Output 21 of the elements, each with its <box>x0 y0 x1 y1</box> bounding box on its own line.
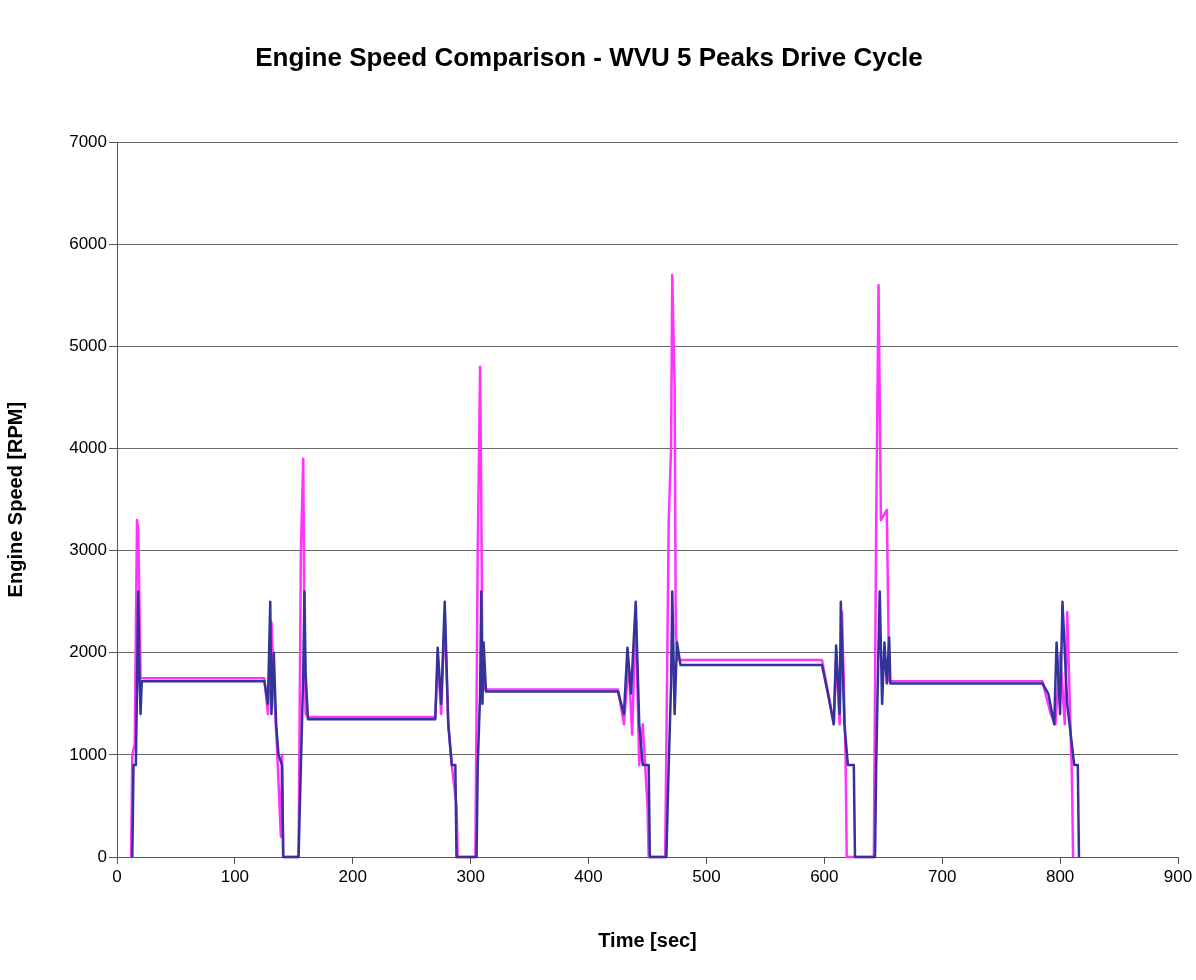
y-tick-label: 4000 <box>69 438 107 458</box>
chart-title: Engine Speed Comparison - WVU 5 Peaks Drive Cycle <box>255 41 923 72</box>
x-tick-label: 100 <box>220 866 250 886</box>
y-tick-label: 7000 <box>69 131 107 151</box>
y-axis-title: Engine Speed [RPM] <box>3 401 26 598</box>
x-tick-label: 700 <box>928 866 957 886</box>
x-axis-title: Time [sec] <box>598 928 697 951</box>
x-tick-label: 400 <box>574 866 603 886</box>
x-tick-label: 500 <box>692 866 721 886</box>
y-tick-label: 3000 <box>69 540 107 560</box>
y-tick-label: 5000 <box>69 336 107 356</box>
y-tick-label: 0 <box>97 846 107 866</box>
x-tick-label: 800 <box>1045 866 1075 886</box>
y-tick-label: 6000 <box>69 234 107 253</box>
x-tick-label: 300 <box>456 866 485 886</box>
x-tick-label: 0 <box>112 866 122 886</box>
x-tick-label: 600 <box>810 866 839 886</box>
x-tick-label: 200 <box>338 866 367 886</box>
y-tick-label: 2000 <box>69 642 107 662</box>
y-tick-label: 1000 <box>69 744 107 764</box>
x-tick-label: 900 <box>1163 866 1193 886</box>
